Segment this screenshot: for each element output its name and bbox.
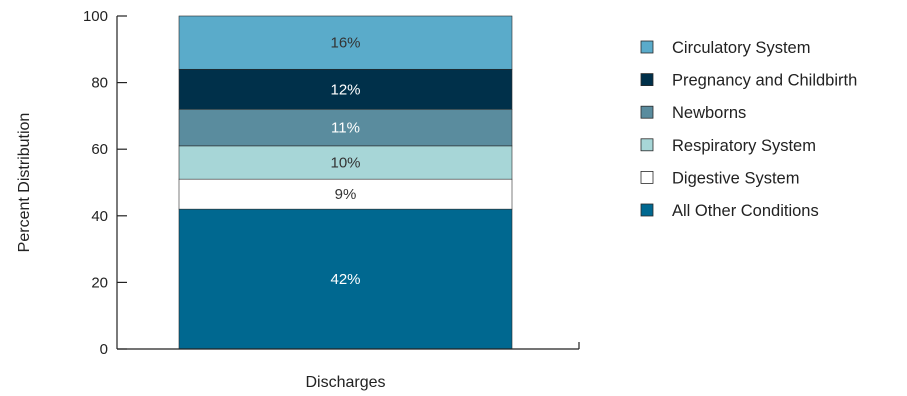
legend-item-digestive-system: Digestive System — [640, 169, 799, 187]
y-tick-label-0: 0 — [100, 341, 108, 358]
y-axis-title: Percent Distribution — [16, 113, 33, 253]
legend-item-newborns: Newborns — [640, 104, 746, 122]
data-label-pregnancy-and-childbirth: 12% — [330, 81, 360, 98]
legend-label-newborns: Newborns — [672, 104, 746, 122]
legend-item-all-other-conditions: All Other Conditions — [640, 202, 819, 220]
data-label-all-other-conditions: 42% — [330, 271, 360, 288]
x-axis-title: Discharges — [305, 374, 385, 391]
bar-segment-digestive-system — [178, 178, 513, 210]
bar-stack — [178, 15, 513, 350]
y-tick-label-20: 20 — [91, 274, 108, 291]
y-tick-label-60: 60 — [91, 141, 108, 158]
bar-segment-circulatory-system — [178, 15, 513, 70]
y-ticks: 0 20 40 60 80 100 — [83, 8, 127, 358]
data-label-digestive-system: 9% — [335, 186, 357, 203]
legend-swatch-respiratory-system — [640, 138, 654, 152]
axes — [116, 16, 580, 350]
legend-item-circulatory-system: Circulatory System — [640, 39, 810, 57]
legend-swatch-circulatory-system — [640, 40, 654, 54]
bar-segment-newborns — [178, 108, 513, 147]
legend-item-pregnancy-and-childbirth: Pregnancy and Childbirth — [640, 72, 857, 90]
legend-label-respiratory-system: Respiratory System — [672, 137, 816, 155]
data-label-respiratory-system: 10% — [330, 155, 360, 172]
legend: Circulatory System Pregnancy and Childbir… — [640, 39, 857, 220]
legend-swatch-all-other-conditions — [640, 203, 654, 217]
legend-swatch-pregnancy-and-childbirth — [640, 73, 654, 86]
bar-segment-pregnancy-and-childbirth — [178, 68, 513, 110]
legend-label-pregnancy-and-childbirth: Pregnancy and Childbirth — [672, 72, 857, 90]
data-label-circulatory-system: 16% — [330, 35, 360, 52]
legend-label-all-other-conditions: All Other Conditions — [672, 202, 819, 220]
y-tick-label-80: 80 — [91, 75, 108, 92]
segment-labels: 42% 9% 10% 11% 12% 16% — [330, 35, 360, 288]
legend-swatch-newborns — [640, 105, 654, 119]
legend-label-circulatory-system: Circulatory System — [672, 39, 810, 57]
legend-item-respiratory-system: Respiratory System — [640, 137, 816, 155]
legend-swatch-digestive-system — [640, 170, 654, 184]
bar-segment-all-other-conditions — [178, 208, 513, 350]
y-tick-label-100: 100 — [83, 8, 108, 25]
legend-label-digestive-system: Digestive System — [672, 169, 799, 187]
y-tick-label-40: 40 — [91, 208, 108, 225]
data-label-newborns: 11% — [331, 120, 360, 137]
